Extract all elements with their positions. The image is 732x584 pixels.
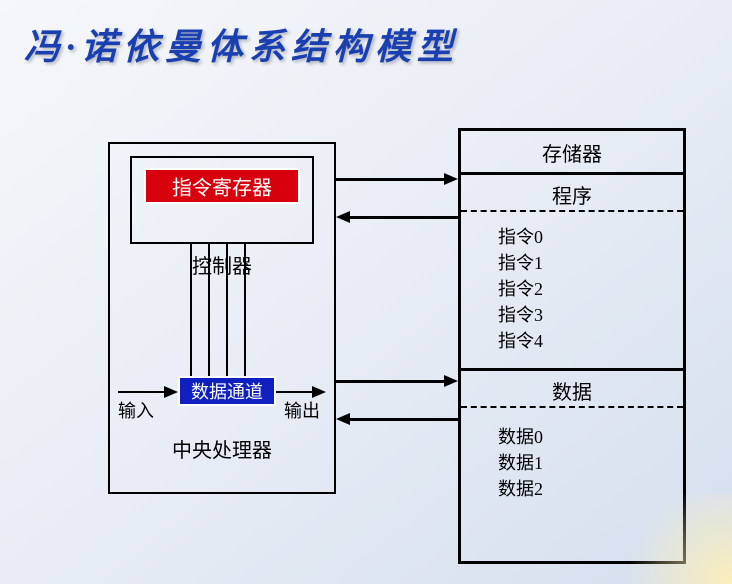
list-item: 数据1 xyxy=(498,450,543,476)
list-item: 指令0 xyxy=(498,224,543,250)
arrow-top-out-line xyxy=(336,178,446,181)
output-label: 输出 xyxy=(284,397,320,423)
data-items: 数据0 数据1 数据2 xyxy=(498,424,543,502)
bus-line-3 xyxy=(244,244,246,376)
arrow-bot-in-head xyxy=(336,413,350,425)
bus-line-0 xyxy=(190,244,192,376)
data-label: 数据 xyxy=(552,376,592,405)
memory-header-divider xyxy=(458,172,686,175)
list-item: 指令1 xyxy=(498,250,543,276)
bus-line-2 xyxy=(226,244,228,376)
io-line-right xyxy=(276,391,314,393)
instruction-register: 指令寄存器 xyxy=(144,168,300,204)
bus-line-1 xyxy=(208,244,210,376)
arrow-bot-out-line xyxy=(336,380,446,383)
datapath-label: 数据通道 xyxy=(191,378,263,404)
data-dash xyxy=(461,406,683,408)
program-items: 指令0 指令1 指令2 指令3 指令4 xyxy=(498,224,543,354)
program-label: 程序 xyxy=(552,180,592,209)
arrow-top-in-head xyxy=(336,211,350,223)
program-dash xyxy=(461,210,683,212)
program-bottom-divider xyxy=(458,368,686,371)
datapath-box: 数据通道 xyxy=(178,376,276,406)
cpu-label: 中央处理器 xyxy=(172,434,272,463)
arrow-bot-out-head xyxy=(444,375,458,387)
list-item: 数据0 xyxy=(498,424,543,450)
list-item: 指令3 xyxy=(498,302,543,328)
list-item: 数据2 xyxy=(498,476,543,502)
memory-header-label: 存储器 xyxy=(542,138,602,167)
arrow-top-out-head xyxy=(444,173,458,185)
corner-accent xyxy=(612,494,732,584)
page-title: 冯·诺依曼体系结构模型 xyxy=(24,18,459,70)
arrow-bot-in-line xyxy=(348,418,458,421)
arrow-top-in-line xyxy=(348,216,458,219)
list-item: 指令4 xyxy=(498,328,543,354)
io-line-left xyxy=(118,391,166,393)
instruction-register-label: 指令寄存器 xyxy=(172,172,272,201)
list-item: 指令2 xyxy=(498,276,543,302)
io-arrow-in xyxy=(164,386,178,398)
controller-label: 控制器 xyxy=(192,250,252,279)
input-label: 输入 xyxy=(118,397,154,423)
